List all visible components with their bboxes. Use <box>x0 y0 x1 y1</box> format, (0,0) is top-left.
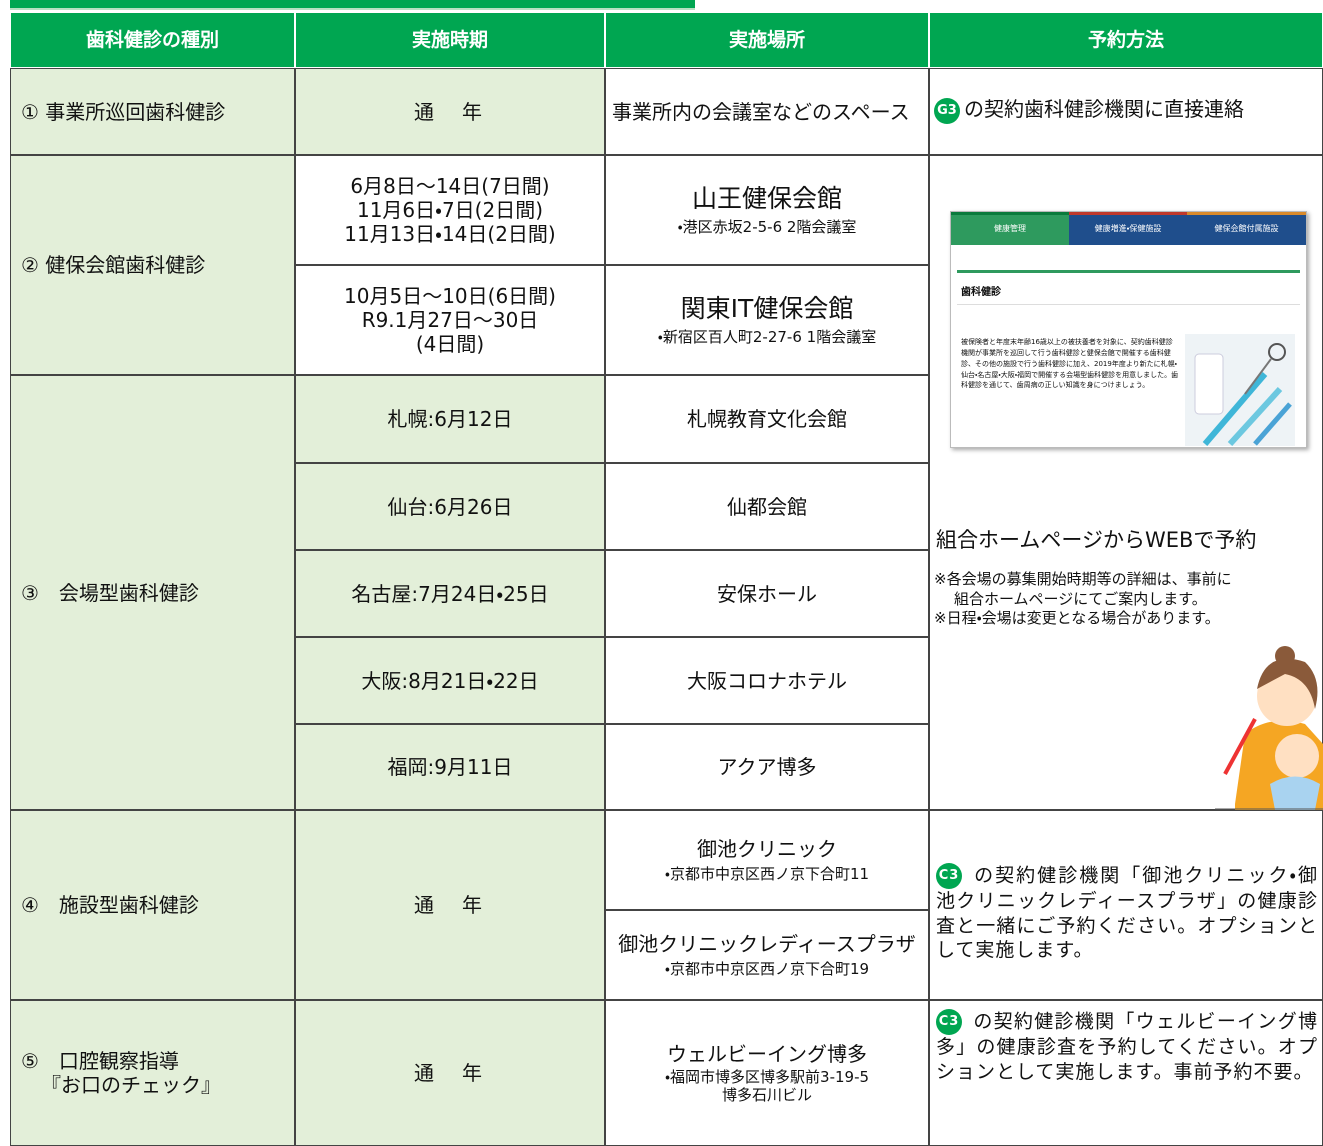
address: ・福岡市博多区博多駅前3-19-5 <box>664 1068 870 1086</box>
period-line: 6月8日〜14日(7日間) <box>350 174 550 198</box>
brush <box>1227 386 1283 446</box>
place-cell: 札幌教育文化会館 <box>605 375 929 463</box>
reservation-cell: C3 の契約健診機関「ウェルビーイング博多」の健康診査を予約してください。オプシ… <box>929 1000 1323 1146</box>
period-cell: 大阪:8月21日・22日 <box>295 637 605 724</box>
period-cell: 名古屋:7月24日・25日 <box>295 550 605 637</box>
type-cell: ② 健保会館歯科健診 <box>10 155 295 375</box>
type-cell: ④ 施設型歯科健診 <box>10 810 295 1000</box>
screenshot-heading: 歯科健診 <box>961 287 1001 298</box>
header-cell: 実施時期 <box>295 12 605 68</box>
address: ・京都市中京区西ノ京下合町11 <box>664 865 870 883</box>
website-screenshot: 健康管理 健康増進・保健施設 健保会館付属施設 歯科健診 被保険者と年度末年齢1… <box>950 211 1307 448</box>
type-cell: ① 事業所巡回歯科健診 <box>10 68 295 155</box>
place-cell: 御池クリニックレディースプラザ ・京都市中京区西ノ京下合町19 <box>605 910 929 1000</box>
badge: C3 <box>936 1009 962 1035</box>
place-cell: 山王健保会館 ・港区赤坂2-5-6 2階会議室 <box>605 155 929 265</box>
mother-hair <box>1257 658 1318 709</box>
reservation-text: の契約健診機関「ウェルビーイング博多」の健康診査を予約してください。オプションと… <box>936 1010 1318 1083</box>
top-bar <box>10 0 695 10</box>
brush <box>1202 372 1268 446</box>
type-cell: ⑤ 口腔観察指導 『お口のチェック』 <box>10 1000 295 1146</box>
place-cell: 安保ホール <box>605 550 929 637</box>
mirror-handle <box>1244 358 1272 395</box>
period-line: 10月5日〜10日(6日間) <box>344 284 556 308</box>
header-cell: 歯科健診の種別 <box>10 12 295 68</box>
cup <box>1194 353 1224 415</box>
divider <box>957 270 1300 273</box>
badge: G3 <box>934 97 960 124</box>
tab: 健保会館付属施設 <box>1187 212 1306 245</box>
period-cell: 福岡:9月11日 <box>295 724 605 810</box>
web-title: 組合ホームページからWEBで予約 <box>936 528 1257 552</box>
badge: C3 <box>936 863 962 889</box>
web-reservation-cell: 健康管理 健康増進・保健施設 健保会館付属施設 歯科健診 被保険者と年度末年齢1… <box>929 155 1323 810</box>
address: ・新宿区百人町2-27-6 1階会議室 <box>657 328 877 346</box>
address: ・港区赤坂2-5-6 2階会議室 <box>677 218 857 236</box>
type-line: ⑤ 口腔観察指導 <box>21 1049 179 1073</box>
place-cell: ウェルビーイング博多 ・福岡市博多区博多駅前3-19-5 博多石川ビル <box>605 1000 929 1146</box>
reservation-cell: C3 の契約健診機関「御池クリニック・御池クリニックレディースプラザ」の健康診査… <box>929 810 1323 1000</box>
baby-body <box>1270 776 1320 810</box>
toothbrush <box>1223 718 1257 775</box>
address: 博多石川ビル <box>721 1086 812 1104</box>
header-cell: 予約方法 <box>929 12 1323 68</box>
address: ・京都市中京区西ノ京下合町19 <box>664 960 870 978</box>
period-cell: 通 年 <box>295 68 605 155</box>
tab: 健康管理 <box>951 212 1069 245</box>
period-line: (4日間) <box>415 332 485 356</box>
place-cell: アクア博多 <box>605 724 929 810</box>
period-cell: 通 年 <box>295 1000 605 1146</box>
mother-bun <box>1275 646 1295 666</box>
period-line: 11月13日・14日(2日間) <box>344 222 556 246</box>
note: 組合ホームページにてご案内します。 <box>954 589 1207 608</box>
toothbrush-photo <box>1185 334 1295 446</box>
place-name: 御池クリニック <box>697 837 837 861</box>
period-line: 11月6日・7日(2日間) <box>356 198 544 222</box>
place-cell: 御池クリニック ・京都市中京区西ノ京下合町11 <box>605 810 929 910</box>
place-cell: 仙都会館 <box>605 463 929 550</box>
header-cell: 実施場所 <box>605 12 929 68</box>
screenshot-body: 被保険者と年度末年齢16歳以上の被扶養者を対象に、契約歯科健診機関が事業所を巡回… <box>961 338 1179 390</box>
period-cell: 通 年 <box>295 810 605 1000</box>
baby-face <box>1275 734 1319 778</box>
place-name: 山王健保会館 <box>691 184 842 213</box>
brush <box>1253 402 1292 446</box>
reservation-text: の契約歯科健診機関に直接連絡 <box>964 97 1244 121</box>
period-cell: 6月8日〜14日(7日間) 11月6日・7日(2日間) 11月13日・14日(2… <box>295 155 605 265</box>
type-line: 『お口のチェック』 <box>41 1073 221 1097</box>
period-cell: 10月5日〜10日(6日間) R9.1月27日〜30日 (4日間) <box>295 265 605 375</box>
reservation-text: の契約健診機関「御池クリニック・御池クリニックレディースプラザ」の健康診査と一緒… <box>936 864 1318 962</box>
place-name: 御池クリニックレディースプラザ <box>618 932 916 956</box>
note: ※各会場の募集開始時期等の詳細は、事前に <box>934 570 1232 588</box>
place-name: 関東IT健保会館 <box>680 294 854 323</box>
period-line: R9.1月27日〜30日 <box>361 308 539 332</box>
note: ※日程・会場は変更となる場合があります。 <box>934 609 1220 627</box>
type-cell: ③ 会場型歯科健診 <box>10 375 295 810</box>
place-cell: 関東IT健保会館 ・新宿区百人町2-27-6 1階会議室 <box>605 265 929 375</box>
period-cell: 仙台:6月26日 <box>295 463 605 550</box>
mother-baby-illustration <box>1215 646 1323 810</box>
mirror <box>1268 343 1286 361</box>
reservation-cell: G3 の契約歯科健診機関に直接連絡 <box>929 68 1323 155</box>
divider <box>957 304 1300 305</box>
notes: ※各会場の募集開始時期等の詳細は、事前に 組合ホームページにてご案内します。 ※… <box>934 570 1232 629</box>
place-cell: 事業所内の会議室などのスペース <box>605 68 929 155</box>
place-cell: 大阪コロナホテル <box>605 637 929 724</box>
place-name: ウェルビーイング博多 <box>667 1042 867 1066</box>
period-cell: 札幌:6月12日 <box>295 375 605 463</box>
tab: 健康増進・保健施設 <box>1069 212 1187 245</box>
